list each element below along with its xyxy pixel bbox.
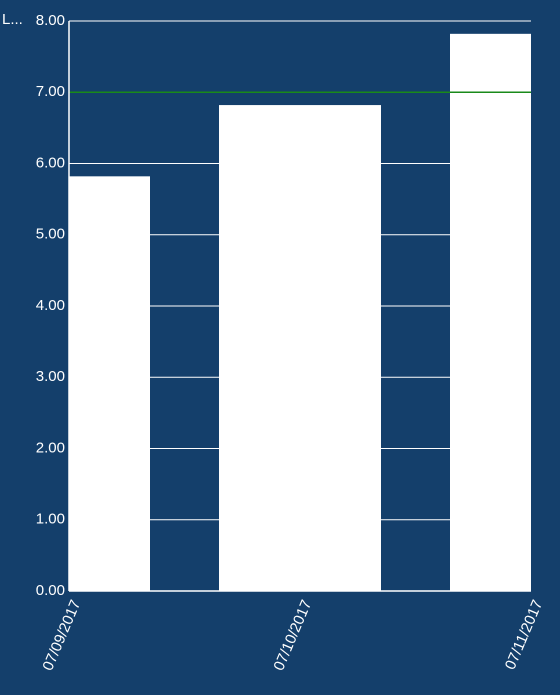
bar [69, 176, 150, 591]
y-tick-label: 5.00 [36, 226, 65, 243]
bar [450, 33, 531, 591]
y-tick-label: 1.00 [36, 511, 65, 528]
y-tick-label: 7.00 [36, 83, 65, 100]
y-axis-label: L... [2, 11, 23, 28]
bar [219, 105, 381, 591]
y-tick-label: 3.00 [36, 368, 65, 385]
y-tick-label: 6.00 [36, 154, 65, 171]
y-tick-label: 0.00 [36, 582, 65, 599]
plot-area [69, 33, 531, 591]
y-tick-label: 8.00 [36, 12, 65, 29]
y-tick-label: 2.00 [36, 439, 65, 456]
y-tick-label: 4.00 [36, 297, 65, 314]
